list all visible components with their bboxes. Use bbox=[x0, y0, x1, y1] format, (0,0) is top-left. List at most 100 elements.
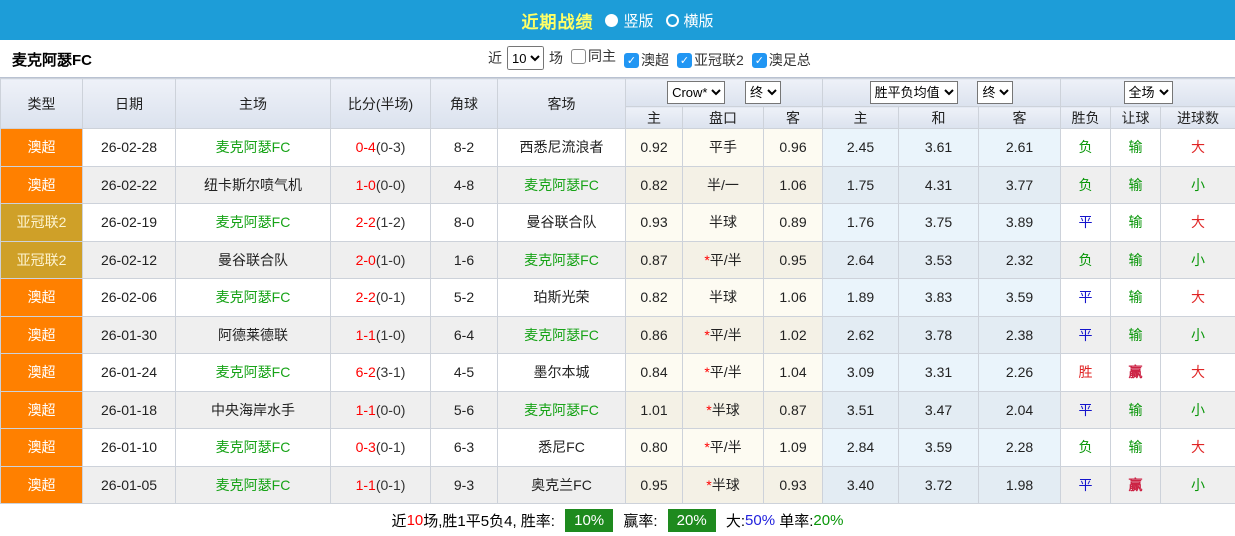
avg-away: 1.98 bbox=[979, 466, 1061, 504]
checkbox-unchecked-icon[interactable] bbox=[571, 49, 586, 64]
corner-score: 6-4 bbox=[431, 316, 498, 354]
away-team: 麦克阿瑟FC bbox=[498, 391, 626, 429]
radio-label[interactable]: 竖版 bbox=[623, 10, 653, 31]
sub-header-handicap: 盘口 bbox=[683, 107, 764, 129]
avg-away: 2.32 bbox=[979, 241, 1061, 279]
away-team: 麦克阿瑟FC bbox=[498, 241, 626, 279]
result-goals: 小 bbox=[1161, 466, 1235, 504]
avg-draw: 3.83 bbox=[899, 279, 979, 317]
league-badge: 澳超 bbox=[1, 316, 83, 354]
odds-home: 0.86 bbox=[626, 316, 683, 354]
avg-home: 2.84 bbox=[823, 429, 899, 467]
checkbox-label[interactable]: 同主 bbox=[588, 46, 616, 66]
avg-home: 3.09 bbox=[823, 354, 899, 392]
over-rate-value: 50% bbox=[745, 512, 775, 529]
home-team: 麦克阿瑟FC bbox=[176, 466, 331, 504]
results-table: 类型 日期 主场 比分(半场) 角球 客场 Crow* 终 胜平负均值 终 全场… bbox=[0, 78, 1235, 504]
result-wdl: 负 bbox=[1061, 166, 1111, 204]
fulltime-score: 1-1 bbox=[356, 477, 376, 493]
scope-select[interactable]: 全场 bbox=[1124, 81, 1173, 104]
avg-away: 2.04 bbox=[979, 391, 1061, 429]
checkbox-checked-icon[interactable]: ✓ bbox=[624, 53, 639, 68]
score: 2-2(0-1) bbox=[331, 279, 431, 317]
match-date: 26-02-19 bbox=[83, 204, 176, 242]
avg-home: 1.75 bbox=[823, 166, 899, 204]
fulltime-score: 1-1 bbox=[356, 327, 376, 343]
result-wdl: 平 bbox=[1061, 204, 1111, 242]
header-home: 主场 bbox=[176, 79, 331, 129]
score: 1-1(0-1) bbox=[331, 466, 431, 504]
result-wdl: 平 bbox=[1061, 391, 1111, 429]
match-date: 26-01-10 bbox=[83, 429, 176, 467]
result-goals: 小 bbox=[1161, 166, 1235, 204]
corner-score: 1-6 bbox=[431, 241, 498, 279]
recent-count-select[interactable]: 10 bbox=[507, 46, 544, 70]
page-title: 近期战绩 bbox=[521, 8, 593, 33]
filter-checkbox-group[interactable]: ✓澳足总 bbox=[744, 50, 811, 70]
radio-unselected-icon[interactable] bbox=[666, 14, 679, 27]
radio-selected-icon[interactable] bbox=[605, 14, 618, 27]
result-handicap: 输 bbox=[1111, 279, 1161, 317]
bookmaker-select[interactable]: Crow* bbox=[667, 81, 725, 104]
odds-home: 0.92 bbox=[626, 129, 683, 167]
halftime-score: (0-3) bbox=[376, 139, 406, 155]
avg-home: 2.64 bbox=[823, 241, 899, 279]
score: 1-1(0-0) bbox=[331, 391, 431, 429]
changed-handicap-star: * bbox=[704, 364, 709, 380]
odds-away: 0.87 bbox=[764, 391, 823, 429]
filter-bar: 麦克阿瑟FC 近 10 场 同主✓澳超✓亚冠联2✓澳足总 bbox=[0, 40, 1235, 78]
header-score: 比分(半场) bbox=[331, 79, 431, 129]
away-team: 墨尔本城 bbox=[498, 354, 626, 392]
score: 0-4(0-3) bbox=[331, 129, 431, 167]
checkbox-label[interactable]: 澳足总 bbox=[769, 50, 811, 70]
avg-time-select[interactable]: 终 bbox=[977, 81, 1013, 104]
odds-handicap: *平/半 bbox=[683, 429, 764, 467]
league-badge: 亚冠联2 bbox=[1, 241, 83, 279]
odds-away: 1.06 bbox=[764, 279, 823, 317]
avg-home: 3.51 bbox=[823, 391, 899, 429]
sub-header-avg-away: 客 bbox=[979, 107, 1061, 129]
result-goals: 小 bbox=[1161, 391, 1235, 429]
filter-checkbox-group[interactable]: ✓澳超 bbox=[616, 50, 669, 70]
league-badge: 亚冠联2 bbox=[1, 204, 83, 242]
halftime-score: (1-2) bbox=[376, 214, 406, 230]
league-filter-checkboxes: 同主✓澳超✓亚冠联2✓澳足总 bbox=[563, 46, 811, 70]
checkbox-label[interactable]: 亚冠联2 bbox=[694, 50, 744, 70]
checkbox-checked-icon[interactable]: ✓ bbox=[677, 53, 692, 68]
radio-label[interactable]: 横版 bbox=[684, 10, 714, 31]
score: 2-0(1-0) bbox=[331, 241, 431, 279]
avg-draw: 3.61 bbox=[899, 129, 979, 167]
ah-rate-badge: 20% bbox=[668, 509, 716, 532]
result-wdl: 负 bbox=[1061, 241, 1111, 279]
single-rate-value: 20% bbox=[813, 512, 843, 529]
halftime-score: (1-0) bbox=[376, 252, 406, 268]
avg-home: 2.45 bbox=[823, 129, 899, 167]
odds-home: 0.87 bbox=[626, 241, 683, 279]
average-select[interactable]: 胜平负均值 bbox=[870, 81, 958, 104]
odds-away: 1.04 bbox=[764, 354, 823, 392]
league-badge: 澳超 bbox=[1, 354, 83, 392]
checkbox-checked-icon[interactable]: ✓ bbox=[752, 53, 767, 68]
corner-score: 6-3 bbox=[431, 429, 498, 467]
avg-away: 2.28 bbox=[979, 429, 1061, 467]
match-date: 26-01-18 bbox=[83, 391, 176, 429]
layout-option-horizontal[interactable]: 横版 bbox=[666, 10, 714, 31]
odds-home: 0.82 bbox=[626, 166, 683, 204]
header-date: 日期 bbox=[83, 79, 176, 129]
avg-away: 3.77 bbox=[979, 166, 1061, 204]
filter-checkbox-group[interactable]: 同主 bbox=[563, 46, 616, 66]
layout-option-vertical[interactable]: 竖版 bbox=[605, 10, 653, 31]
home-team: 麦克阿瑟FC bbox=[176, 429, 331, 467]
avg-draw: 3.59 bbox=[899, 429, 979, 467]
odds-away: 1.02 bbox=[764, 316, 823, 354]
filters: 近 10 场 同主✓澳超✓亚冠联2✓澳足总 bbox=[488, 46, 811, 70]
result-wdl: 平 bbox=[1061, 279, 1111, 317]
filter-checkbox-group[interactable]: ✓亚冠联2 bbox=[669, 50, 744, 70]
odds-time-select[interactable]: 终 bbox=[745, 81, 781, 104]
checkbox-label[interactable]: 澳超 bbox=[641, 50, 669, 70]
